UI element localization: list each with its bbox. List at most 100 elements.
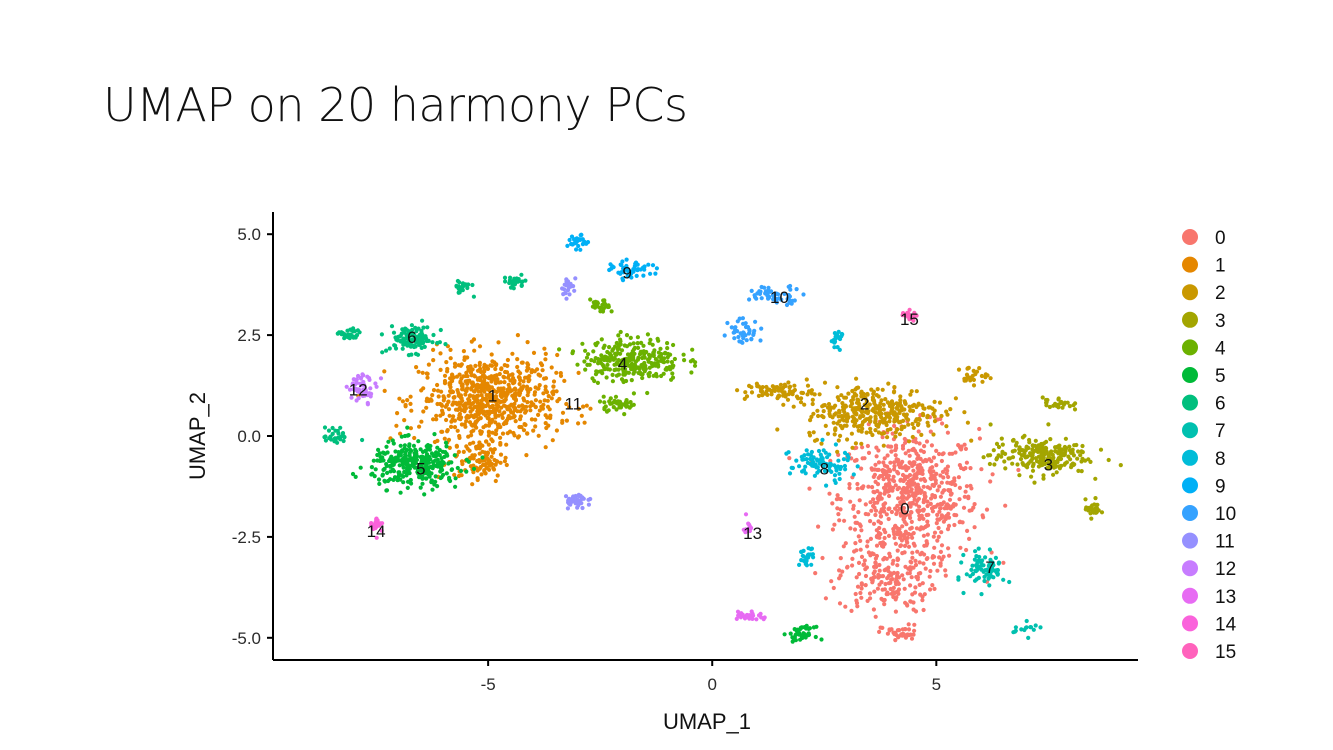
point-cluster-5 xyxy=(369,465,374,470)
legend-label-9: 9 xyxy=(1215,476,1226,497)
point-cluster-8 xyxy=(815,470,820,475)
cluster-label-2: 2 xyxy=(860,395,869,414)
point-cluster-2 xyxy=(862,402,867,407)
point-cluster-2 xyxy=(832,432,837,437)
point-cluster-0 xyxy=(858,538,863,544)
point-cluster-0 xyxy=(868,500,873,505)
point-cluster-2 xyxy=(899,405,904,410)
point-cluster-0 xyxy=(916,571,922,576)
point-cluster-8 xyxy=(855,464,860,469)
point-cluster-2 xyxy=(760,393,765,398)
point-cluster-1 xyxy=(421,409,426,414)
point-cluster-1 xyxy=(546,394,551,399)
legend-label-0: 0 xyxy=(1215,228,1226,249)
point-cluster-3 xyxy=(1053,401,1058,406)
point-cluster-0 xyxy=(872,589,877,594)
point-cluster-2 xyxy=(852,391,857,396)
point-cluster-5 xyxy=(420,469,425,474)
point-cluster-0 xyxy=(913,558,918,564)
point-cluster-10 xyxy=(722,333,727,338)
point-cluster-1 xyxy=(452,472,457,477)
point-cluster-0 xyxy=(852,458,858,463)
point-cluster-2 xyxy=(910,421,915,427)
point-cluster-0 xyxy=(907,513,912,518)
point-cluster-0 xyxy=(899,496,905,501)
point-cluster-2 xyxy=(920,411,926,416)
point-cluster-7 xyxy=(961,552,966,558)
point-cluster-0 xyxy=(923,494,928,499)
point-cluster-0 xyxy=(917,441,922,446)
point-cluster-8 xyxy=(828,463,833,468)
point-cluster-4 xyxy=(602,300,607,305)
point-cluster-0 xyxy=(937,484,942,489)
point-cluster-1 xyxy=(459,473,464,478)
point-cluster-5 xyxy=(439,460,445,465)
point-cluster-2 xyxy=(782,382,787,387)
point-cluster-1 xyxy=(466,368,471,373)
legend-key-10 xyxy=(1182,505,1198,521)
point-cluster-7 xyxy=(974,563,979,568)
point-cluster-1 xyxy=(581,404,586,409)
point-cluster-3 xyxy=(1027,437,1032,443)
point-cluster-0 xyxy=(912,628,917,633)
point-cluster-3 xyxy=(1041,455,1046,460)
point-cluster-5 xyxy=(435,457,440,462)
point-cluster-1 xyxy=(531,428,536,433)
point-cluster-4 xyxy=(590,376,595,381)
point-cluster-1 xyxy=(464,444,469,449)
point-cluster-0 xyxy=(903,529,908,534)
point-cluster-1 xyxy=(558,373,564,378)
point-cluster-9 xyxy=(567,237,572,243)
point-cluster-0 xyxy=(913,585,918,590)
point-cluster-2 xyxy=(781,393,786,398)
point-cluster-1 xyxy=(463,406,468,411)
point-cluster-8 xyxy=(831,338,836,343)
point-cluster-0 xyxy=(897,527,902,532)
point-cluster-0 xyxy=(872,467,877,472)
point-cluster-0 xyxy=(925,485,930,490)
point-cluster-6 xyxy=(338,437,343,442)
point-cluster-2 xyxy=(821,403,826,408)
point-cluster-2 xyxy=(792,383,797,388)
point-cluster-1 xyxy=(456,393,461,398)
point-cluster-2 xyxy=(856,385,861,390)
point-cluster-0 xyxy=(962,442,967,447)
point-cluster-0 xyxy=(855,486,860,491)
point-cluster-1 xyxy=(424,371,429,376)
point-cluster-2 xyxy=(856,401,862,406)
point-cluster-1 xyxy=(460,387,465,392)
point-cluster-0 xyxy=(892,464,897,469)
point-cluster-4 xyxy=(636,345,641,350)
point-cluster-0 xyxy=(860,456,865,461)
point-cluster-5 xyxy=(384,463,389,468)
point-cluster-4 xyxy=(595,380,601,385)
point-cluster-7 xyxy=(972,578,978,583)
point-cluster-3 xyxy=(1010,461,1015,466)
point-cluster-2 xyxy=(911,425,916,430)
point-cluster-0 xyxy=(945,527,951,532)
point-cluster-1 xyxy=(417,424,422,429)
point-cluster-0 xyxy=(882,456,887,461)
point-cluster-11 xyxy=(560,286,565,291)
point-cluster-1 xyxy=(479,472,484,477)
point-cluster-5 xyxy=(429,471,434,476)
point-cluster-0 xyxy=(893,609,899,614)
point-cluster-1 xyxy=(394,423,399,428)
point-cluster-2 xyxy=(892,385,897,390)
point-cluster-8 xyxy=(787,471,793,476)
point-cluster-1 xyxy=(467,441,473,446)
point-cluster-3 xyxy=(1067,444,1072,449)
point-cluster-8 xyxy=(836,329,841,334)
point-cluster-11 xyxy=(566,285,572,290)
point-cluster-15 xyxy=(907,307,912,312)
point-cluster-2 xyxy=(914,417,919,422)
point-cluster-3 xyxy=(1031,443,1036,449)
point-cluster-0 xyxy=(964,547,969,553)
point-cluster-0 xyxy=(855,584,861,589)
point-cluster-3 xyxy=(1066,454,1071,459)
point-cluster-5 xyxy=(424,476,429,481)
point-cluster-2 xyxy=(805,383,811,388)
point-cluster-0 xyxy=(893,541,899,546)
point-cluster-0 xyxy=(935,512,940,518)
point-cluster-4 xyxy=(631,391,637,396)
